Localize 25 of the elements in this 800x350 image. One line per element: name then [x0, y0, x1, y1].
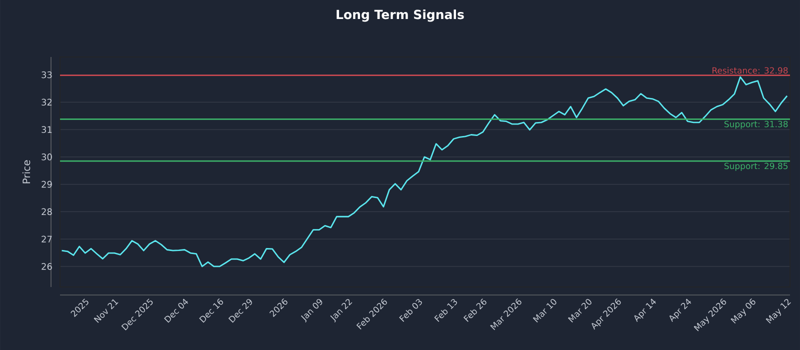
x-tick-label: Dec 29: [228, 299, 252, 323]
y-tick-label: 32: [42, 98, 52, 106]
ref-line-label: Support: 29.85: [724, 162, 788, 171]
y-axis-title: Price: [22, 160, 30, 184]
chart-title: Long Term Signals: [336, 10, 464, 22]
ref-line-label: Support: 31.38: [724, 120, 788, 129]
x-tick-label: Jan 09: [300, 299, 322, 322]
x-tick-label: Feb 13: [434, 299, 458, 322]
y-tick-label: 29: [42, 180, 52, 188]
x-tick-label: Apr 24: [669, 298, 692, 322]
x-tick-label: Dec 16: [199, 298, 224, 323]
x-tick-label: Apr 14: [634, 298, 656, 322]
x-tick-label: Mar 20: [568, 299, 592, 322]
ref-line-label: Resistance: 32.98: [712, 67, 788, 74]
x-tick-label: Dec 04: [164, 298, 188, 323]
y-tick-label: 30: [42, 154, 52, 160]
x-tick-label: Feb 03: [399, 299, 422, 322]
y-tick-label: 33: [42, 71, 52, 78]
y-tick-label: 27: [42, 236, 52, 242]
y-tick-label: 31: [42, 126, 52, 133]
x-tick-label: Mar 10: [532, 299, 556, 322]
x-tick-label: Feb 26: [463, 298, 486, 322]
x-tick-label: Jan 22: [330, 299, 352, 322]
y-tick-label: 26: [42, 263, 52, 270]
y-tick-label: 28: [42, 208, 52, 216]
